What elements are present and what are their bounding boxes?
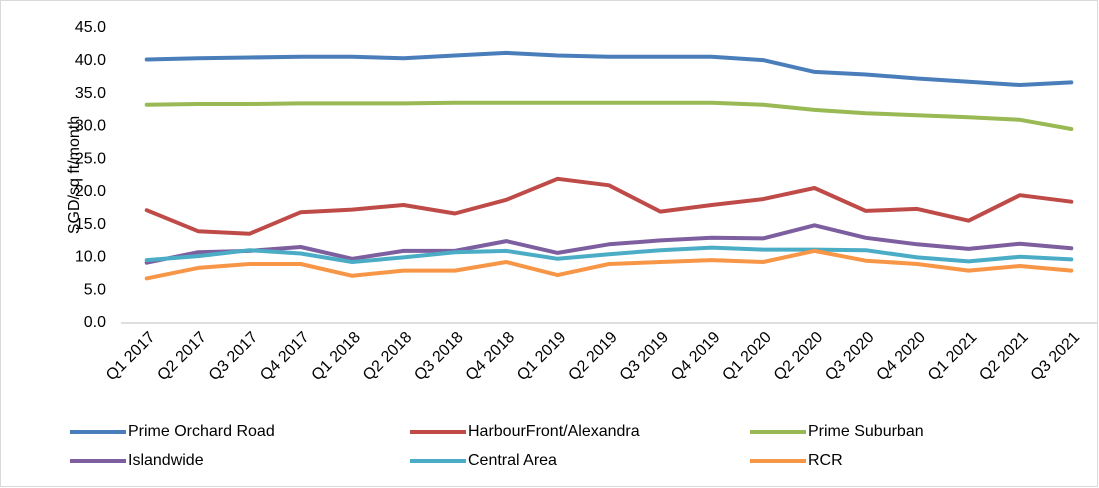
y-tick-label: 10.0 — [75, 249, 106, 266]
series-line — [144, 176, 1074, 236]
legend-label: Prime Suburban — [808, 423, 924, 440]
y-tick-label: 20.0 — [75, 183, 106, 200]
series-line — [144, 100, 1074, 131]
y-tick-label: 30.0 — [75, 118, 106, 135]
y-axis-label: SGD/sq ft/month — [66, 116, 83, 234]
y-tick-label: 5.0 — [84, 281, 106, 298]
y-tick-label: 40.0 — [75, 52, 106, 69]
y-tick-label: 25.0 — [75, 150, 106, 167]
y-tick-label: 45.0 — [75, 19, 106, 36]
legend-label: HarbourFront/Alexandra — [468, 423, 640, 440]
legend-label: Central Area — [468, 452, 557, 469]
series-line — [144, 245, 1074, 264]
legend-label: RCR — [808, 452, 843, 469]
y-tick-label: 15.0 — [75, 216, 106, 233]
legend-label: Prime Orchard Road — [128, 423, 275, 440]
series-line — [144, 223, 1074, 265]
series-line — [144, 248, 1074, 281]
legend-label: Islandwide — [128, 452, 204, 469]
y-tick-label: 0.0 — [84, 314, 106, 331]
y-tick-label: 35.0 — [75, 85, 106, 102]
series-line — [144, 50, 1074, 87]
